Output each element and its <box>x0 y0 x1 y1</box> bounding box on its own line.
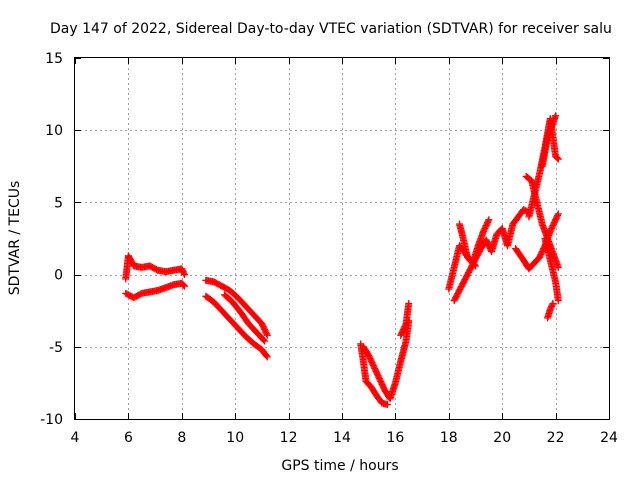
data-point <box>263 330 271 338</box>
data-point <box>552 112 560 120</box>
y-tick-label: 10 <box>45 123 63 139</box>
y-tick-label: -5 <box>49 340 63 356</box>
data-point <box>401 321 409 329</box>
data-point <box>180 269 188 277</box>
data-point <box>180 282 188 290</box>
data-point <box>553 154 561 162</box>
data-point <box>180 271 188 279</box>
data-point <box>548 301 556 309</box>
x-tick-label: 6 <box>124 430 133 446</box>
y-tick-label: 5 <box>54 195 63 211</box>
x-tick-label: 20 <box>493 430 511 446</box>
x-tick-label: 10 <box>226 430 244 446</box>
chart-title: Day 147 of 2022, Sidereal Day-to-day VTE… <box>50 21 612 37</box>
data-point <box>263 331 271 339</box>
plot-frame <box>74 57 610 420</box>
data-point <box>554 263 562 271</box>
x-axis-label: GPS time / hours <box>281 458 398 474</box>
x-tick-label: 14 <box>333 430 351 446</box>
y-tick-label: 0 <box>54 268 63 284</box>
data-point <box>554 297 562 305</box>
y-axis-label: SDTVAR / TECUs <box>7 181 23 296</box>
x-tick-labels: 4 6 8 10 12 14 16 18 20 22 24 <box>71 430 618 446</box>
data-point <box>261 337 269 345</box>
x-tick-label: 16 <box>386 430 404 446</box>
data-point <box>260 336 268 344</box>
x-tick-label: 18 <box>440 430 458 446</box>
data-point <box>554 155 562 163</box>
data-point <box>263 353 271 361</box>
data-point <box>485 216 493 224</box>
data-point <box>554 211 562 219</box>
data-point <box>180 281 188 289</box>
data-point <box>549 299 557 307</box>
data-point <box>484 217 492 225</box>
y-tick-label: -10 <box>40 412 63 428</box>
axis-ticks <box>75 58 610 420</box>
grid-lines <box>75 58 609 419</box>
data-point <box>405 299 413 307</box>
x-tick-label: 22 <box>547 430 565 446</box>
data-point <box>262 352 270 360</box>
x-tick-label: 24 <box>600 430 618 446</box>
data-point <box>554 210 562 218</box>
x-tick-label: 8 <box>177 430 186 446</box>
x-tick-label: 12 <box>280 430 298 446</box>
y-tick-labels: -10 -5 0 5 10 15 <box>40 51 63 428</box>
y-tick-label: 15 <box>45 51 63 67</box>
data-points <box>122 112 562 409</box>
data-point <box>383 401 391 409</box>
x-tick-label: 4 <box>71 430 80 446</box>
